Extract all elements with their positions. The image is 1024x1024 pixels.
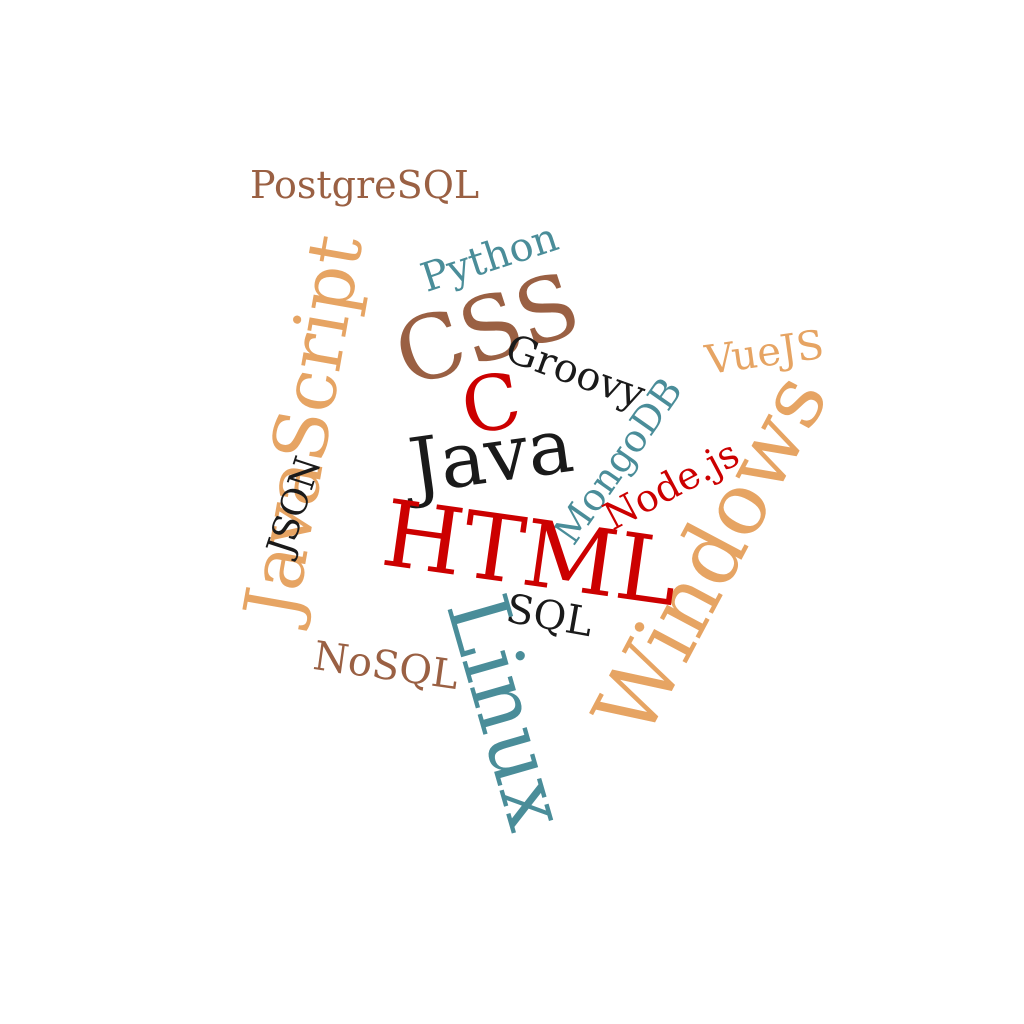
word-postgresql: PostgreSQL bbox=[250, 163, 480, 207]
word-javascript: JavaScript bbox=[227, 228, 381, 626]
